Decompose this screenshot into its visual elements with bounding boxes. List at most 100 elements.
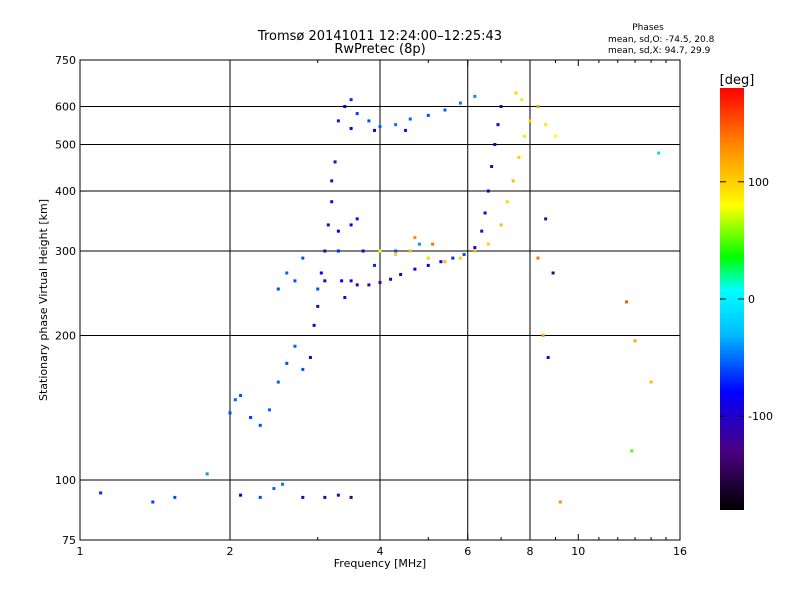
data-point (151, 500, 155, 504)
data-point (378, 280, 382, 284)
data-point (558, 500, 562, 504)
data-point (439, 260, 443, 264)
data-point (293, 279, 297, 283)
data-point (323, 279, 327, 283)
data-point (249, 415, 253, 419)
data-point (443, 260, 447, 264)
data-point (326, 223, 330, 227)
y-tick-label: 100 (55, 474, 76, 487)
data-point (258, 423, 262, 427)
axis-ticks: 1 2 4 6 8 10 16 75 100 200 300 400 500 600 750 (55, 54, 687, 558)
data-point (394, 249, 398, 253)
data-point (514, 91, 518, 95)
data-point (649, 380, 653, 384)
data-point (546, 355, 550, 359)
data-point (272, 487, 276, 491)
data-point (511, 179, 515, 183)
data-point (528, 119, 532, 123)
y-tick-label: 75 (62, 534, 76, 547)
data-point (239, 493, 243, 497)
data-point (323, 249, 327, 253)
data-point (349, 98, 353, 102)
colorbar-tick-label: 100 (748, 176, 769, 189)
data-point (276, 380, 280, 384)
data-point (378, 125, 382, 129)
y-axis-label: Stationary phase Virtual Height [km] (37, 199, 50, 401)
colorbar-tick-label: 0 (748, 293, 755, 306)
x-tick-label: 8 (527, 545, 534, 558)
data-point (228, 411, 232, 415)
data-point (330, 200, 334, 204)
data-point (349, 495, 353, 499)
y-tick-label: 300 (55, 245, 76, 258)
data-point (483, 211, 487, 215)
data-point (276, 287, 280, 291)
data-point (399, 273, 403, 277)
stats-x-text: mean, sd,X: 94.7, 29.9 (608, 46, 711, 56)
data-point (403, 128, 407, 132)
data-point (536, 105, 540, 109)
data-point (301, 256, 305, 260)
data-point (389, 277, 393, 281)
data-point (523, 134, 527, 138)
data-point (544, 217, 548, 221)
x-axis-label: Frequency [MHz] (334, 557, 426, 570)
data-point (330, 179, 334, 183)
data-point (417, 242, 421, 246)
data-point (490, 164, 494, 168)
data-point (258, 495, 262, 499)
data-point (336, 229, 340, 233)
data-point (520, 98, 524, 102)
data-point (367, 119, 371, 123)
x-tick-label: 2 (227, 545, 234, 558)
data-point (205, 472, 209, 476)
data-point (462, 253, 466, 257)
data-point (378, 249, 382, 253)
colorbar-label: [deg] (720, 73, 755, 88)
data-point (333, 160, 337, 164)
x-tick-label: 4 (377, 545, 384, 558)
colorbar-ticks: 100 0 -100 (720, 176, 773, 423)
data-points (99, 91, 661, 504)
data-point (551, 271, 555, 275)
data-point (451, 256, 455, 260)
y-tick-label: 750 (55, 54, 76, 67)
colorbar-tick-label: -100 (748, 410, 773, 423)
data-point (553, 134, 557, 138)
data-point (316, 287, 320, 291)
x-tick-label: 16 (673, 545, 687, 558)
data-point (233, 398, 237, 402)
chart-title-line2: RwPretec (8p) (334, 42, 425, 57)
data-point (301, 367, 305, 371)
data-point (657, 151, 661, 155)
data-point (505, 200, 509, 204)
data-point (285, 361, 289, 365)
data-point (486, 242, 490, 246)
data-point (633, 339, 637, 343)
data-point (394, 123, 398, 127)
data-point (336, 249, 340, 253)
data-point (473, 94, 477, 98)
data-point (336, 119, 340, 123)
data-point (336, 493, 340, 497)
data-point (349, 223, 353, 227)
data-point (408, 249, 412, 253)
data-point (426, 263, 430, 267)
data-point (541, 334, 545, 338)
data-point (625, 300, 629, 304)
data-point (355, 112, 359, 116)
data-point (319, 271, 323, 275)
chart-title-line1: Tromsø 20141011 12:24:00–12:25:43 (257, 29, 502, 44)
data-point (517, 155, 521, 159)
data-point (458, 256, 462, 260)
stats-title: Phases (632, 23, 664, 33)
data-point (367, 283, 371, 287)
grid-lines (80, 60, 680, 540)
data-point (301, 495, 305, 499)
data-point (349, 126, 353, 130)
data-point (394, 253, 398, 257)
data-point (480, 229, 484, 233)
data-point (413, 267, 417, 271)
data-point (239, 394, 243, 398)
data-point (343, 105, 347, 109)
